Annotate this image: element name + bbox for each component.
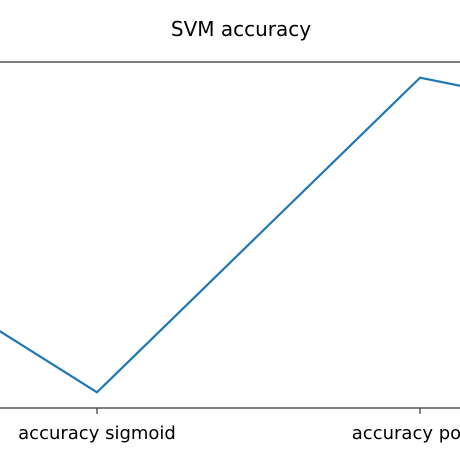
line-series — [0, 76, 460, 394]
chart-title: SVM accuracy — [171, 17, 311, 41]
x-tick-label: accuracy sigmoid — [18, 423, 176, 444]
x-tick-label: accuracy polyn — [352, 423, 460, 444]
